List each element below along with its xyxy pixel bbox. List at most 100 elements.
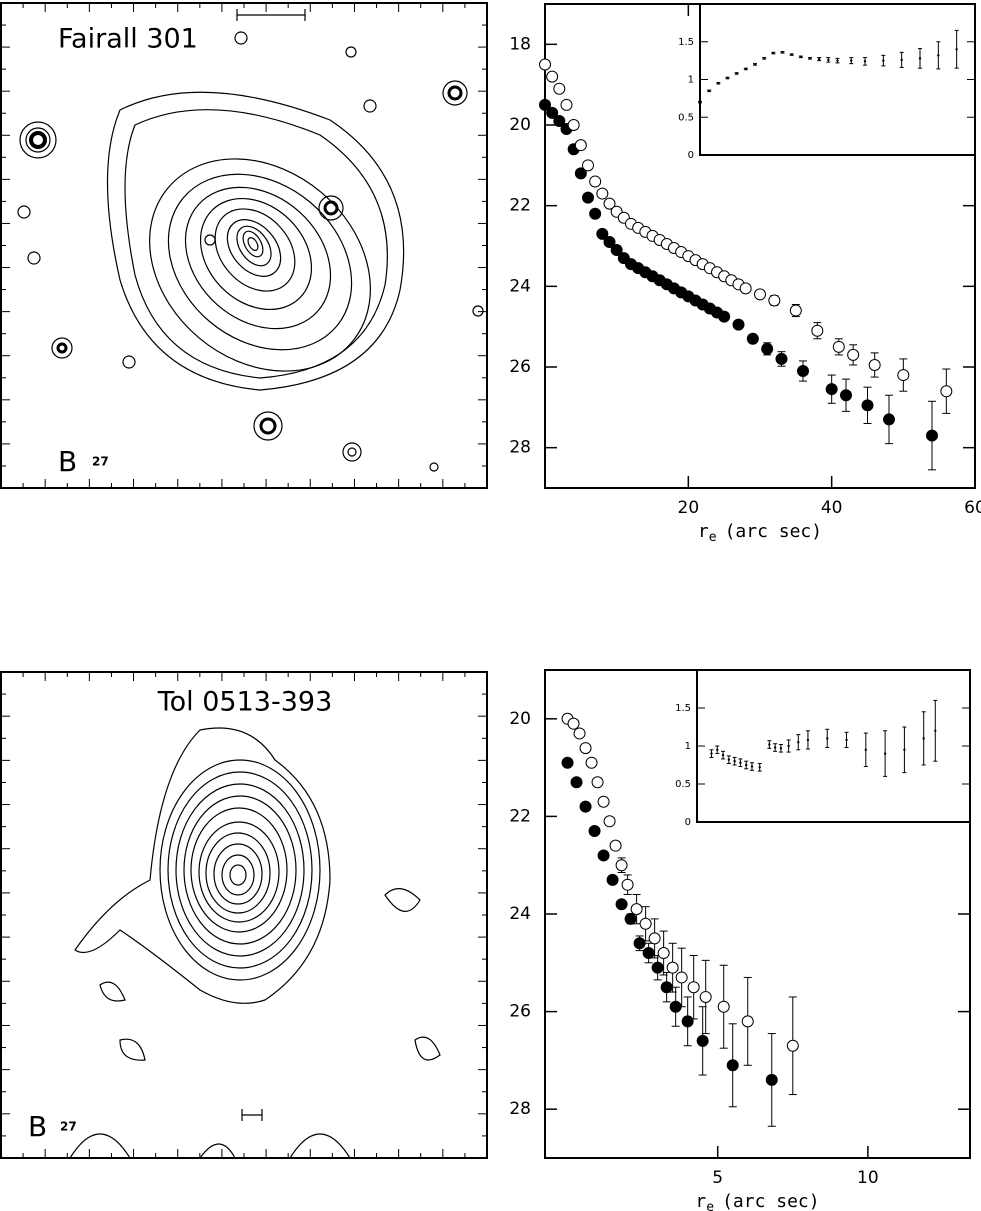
y-tick-label: 26	[509, 357, 531, 377]
y-tick-label: 22	[509, 196, 531, 216]
y-tick-label: 20	[509, 709, 531, 729]
inset-y-tick-label: 1	[685, 741, 691, 752]
x-tick-label: 40	[821, 498, 843, 518]
inset-point	[753, 63, 757, 66]
data-point	[666, 961, 679, 974]
data-point	[726, 1059, 739, 1072]
y-tick-label: 20	[509, 115, 531, 135]
x-tick-label: 10	[857, 1168, 879, 1188]
inset-point	[845, 738, 848, 742]
data-point	[589, 207, 602, 220]
data-point	[553, 114, 566, 127]
x-axis-label-unit: (arc sec)	[725, 521, 823, 542]
data-point	[897, 369, 910, 382]
inset-point	[850, 59, 853, 62]
data-point	[786, 1039, 799, 1052]
data-point	[589, 175, 602, 188]
inset-point	[934, 729, 937, 732]
inset-y-tick-label: 1.5	[678, 37, 694, 48]
data-point	[573, 727, 586, 740]
inset-point	[768, 743, 771, 746]
x-axis-label-symbol: r	[698, 521, 709, 542]
inset-point	[717, 82, 720, 85]
data-point	[651, 961, 664, 974]
inset-point	[707, 89, 711, 93]
data-point	[621, 878, 634, 891]
data-point	[539, 98, 551, 111]
map-title: Fairall 301	[58, 24, 198, 55]
data-point	[630, 903, 643, 916]
y-tick-label: 28	[509, 438, 531, 458]
data-point	[741, 1015, 754, 1028]
inset-point	[744, 67, 748, 71]
inset-point	[739, 761, 742, 764]
inset-point	[900, 58, 903, 62]
x-axis-label-subscript: e	[706, 1200, 714, 1211]
data-point	[657, 947, 670, 960]
data-point	[832, 340, 845, 353]
inset-point	[735, 72, 738, 75]
inset-point	[698, 100, 702, 104]
y-tick-label: 24	[509, 904, 531, 924]
band-label: B	[28, 1110, 47, 1143]
data-point	[765, 1073, 778, 1086]
inset-point	[727, 758, 731, 761]
data-point	[591, 776, 604, 789]
inset-point	[922, 737, 925, 740]
data-point	[761, 342, 774, 355]
data-point	[883, 413, 895, 426]
inset-point	[762, 57, 766, 60]
inset-point	[758, 766, 761, 769]
inset-point	[827, 58, 830, 62]
data-point	[582, 191, 594, 204]
x-axis-label-subscript: e	[709, 530, 717, 545]
inset-point	[750, 765, 754, 768]
x-tick-label: 5	[712, 1168, 723, 1188]
inset-point	[787, 744, 790, 748]
data-point	[606, 873, 619, 886]
inset-y-tick-label: 0	[685, 817, 691, 828]
inset-y-tick-label: 0.5	[675, 779, 691, 790]
inset-point	[903, 748, 906, 751]
inset-point	[937, 54, 940, 57]
data-point	[840, 389, 852, 402]
inset-point	[733, 760, 736, 763]
data-point	[615, 859, 628, 872]
data-point	[561, 756, 574, 769]
data-point	[642, 947, 655, 960]
data-point	[775, 352, 788, 365]
inset-point	[781, 51, 784, 54]
inset-point	[779, 747, 783, 750]
inset-point	[864, 748, 868, 751]
data-point	[567, 119, 580, 131]
data-point	[597, 795, 610, 808]
data-point	[639, 917, 652, 930]
x-axis-label: re (arc sec)	[695, 1191, 819, 1211]
inset-frame	[699, 3, 976, 156]
data-point	[574, 167, 587, 180]
data-point	[588, 825, 601, 838]
data-point	[624, 912, 637, 925]
data-point	[732, 318, 745, 331]
data-point	[633, 937, 646, 950]
data-point	[567, 717, 580, 730]
inset-point	[799, 55, 803, 59]
data-point	[539, 58, 551, 71]
y-tick-label: 22	[509, 806, 531, 826]
data-point	[579, 800, 592, 813]
inset-point	[808, 57, 812, 60]
data-point	[546, 70, 559, 83]
inset-point	[716, 748, 719, 751]
data-point	[609, 839, 622, 852]
level-label: 27	[92, 455, 109, 469]
data-point	[754, 288, 766, 301]
data-point	[596, 187, 609, 200]
inset-point	[726, 76, 729, 80]
x-axis-label-unit: (arc sec)	[722, 1191, 820, 1211]
data-point	[574, 139, 587, 152]
inset-point	[883, 752, 887, 755]
data-point	[675, 971, 688, 984]
inset-point	[744, 763, 748, 767]
data-point	[582, 159, 594, 172]
data-point	[615, 898, 628, 911]
